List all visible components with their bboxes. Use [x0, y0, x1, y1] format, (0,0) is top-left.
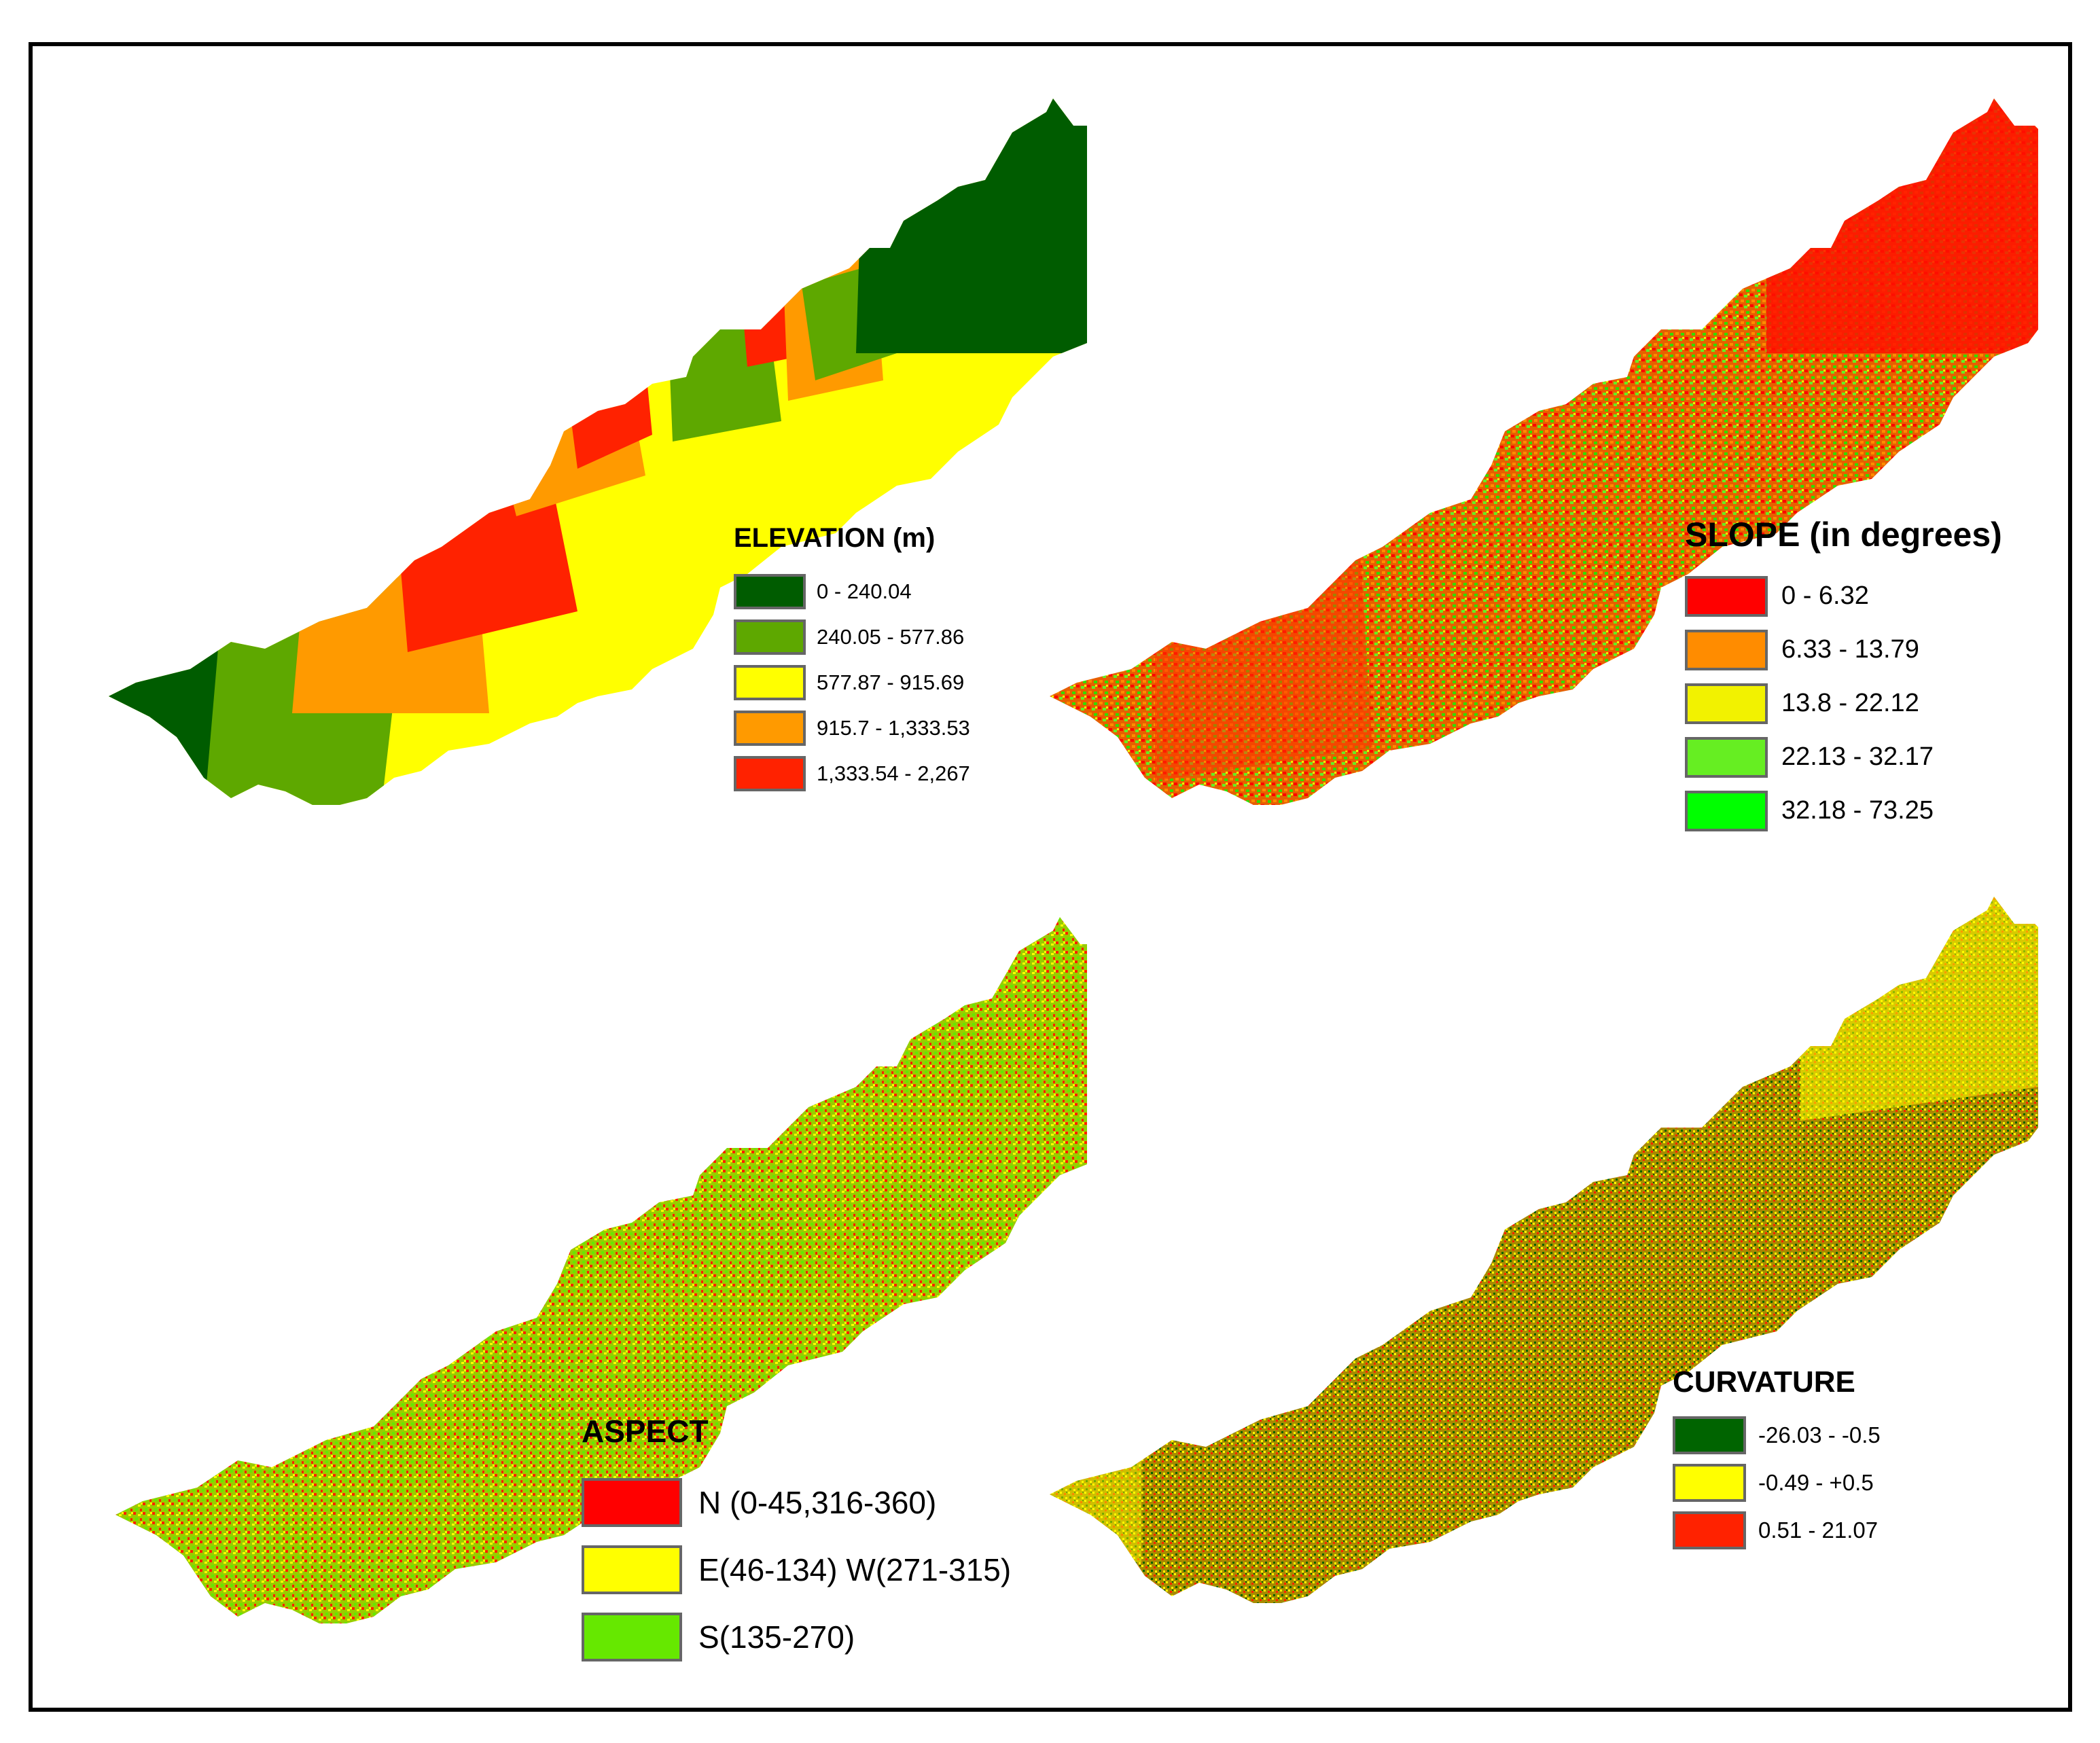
legend-label: 0.51 - 21.07	[1758, 1517, 1879, 1543]
elevation-legend: ELEVATION (m) 0 - 240.04 240.05 - 577.86…	[734, 523, 970, 796]
legend-label: 0 - 240.04	[817, 579, 912, 603]
figure-frame	[29, 42, 2072, 1712]
legend-item: 22.13 - 32.17	[1685, 730, 2002, 784]
legend-label: 22.13 - 32.17	[1781, 742, 1934, 771]
legend-swatch	[582, 1612, 682, 1661]
legend-label: 1,333.54 - 2,267	[817, 761, 970, 785]
legend-label: S(135-270)	[698, 1619, 855, 1655]
legend-swatch	[734, 573, 806, 609]
elevation-legend-title: ELEVATION (m)	[734, 523, 936, 553]
legend-item: 240.05 - 577.86	[734, 614, 970, 660]
legend-label: -26.03 - -0.5	[1758, 1422, 1881, 1448]
legend-item: E(46-134) W(271-315)	[582, 1536, 1011, 1603]
legend-item: -0.49 - +0.5	[1673, 1459, 1881, 1507]
curvature-map	[1050, 897, 2038, 1603]
legend-swatch	[1685, 629, 1768, 670]
legend-item: 0.51 - 21.07	[1673, 1507, 1881, 1554]
legend-item: -26.03 - -0.5	[1673, 1412, 1881, 1459]
aspect-legend: ASPECT N (0-45,316-360) E(46-134) W(271-…	[582, 1413, 1011, 1670]
slope-legend: SLOPE (in degrees) 0 - 6.32 6.33 - 13.79…	[1685, 515, 2002, 838]
legend-swatch	[582, 1477, 682, 1527]
aspect-legend-title: ASPECT	[582, 1414, 709, 1449]
legend-item: 1,333.54 - 2,267	[734, 751, 970, 796]
curvature-legend: CURVATURE -26.03 - -0.5 -0.49 - +0.5 0.5…	[1673, 1365, 1881, 1554]
legend-label: 577.87 - 915.69	[817, 670, 965, 694]
legend-item: 0 - 6.32	[1685, 569, 2002, 623]
legend-label: 32.18 - 73.25	[1781, 796, 1934, 825]
legend-label: 6.33 - 13.79	[1781, 635, 1919, 664]
legend-swatch	[1685, 683, 1768, 724]
legend-swatch	[1673, 1511, 1746, 1549]
legend-swatch	[734, 619, 806, 655]
legend-swatch	[734, 755, 806, 791]
legend-swatch	[734, 664, 806, 700]
legend-label: 0 - 6.32	[1781, 581, 1869, 610]
legend-label: 240.05 - 577.86	[817, 624, 965, 649]
legend-item: 6.33 - 13.79	[1685, 623, 2002, 677]
legend-swatch	[1685, 575, 1768, 617]
legend-item: 577.87 - 915.69	[734, 660, 970, 705]
legend-label: E(46-134) W(271-315)	[698, 1551, 1012, 1587]
legend-label: 13.8 - 22.12	[1781, 689, 1919, 717]
legend-item: S(135-270)	[582, 1603, 1011, 1670]
legend-swatch	[1673, 1464, 1746, 1502]
legend-item: 915.7 - 1,333.53	[734, 705, 970, 751]
legend-swatch	[582, 1545, 682, 1594]
curvature-legend-title: CURVATURE	[1673, 1365, 1855, 1399]
legend-label: 915.7 - 1,333.53	[817, 715, 970, 740]
slope-legend-title: SLOPE (in degrees)	[1685, 516, 2002, 554]
legend-label: N (0-45,316-360)	[698, 1484, 937, 1520]
legend-swatch	[734, 710, 806, 746]
legend-swatch	[1685, 736, 1768, 778]
legend-item: 32.18 - 73.25	[1685, 784, 2002, 838]
legend-item: 0 - 240.04	[734, 569, 970, 614]
legend-swatch	[1673, 1416, 1746, 1454]
legend-swatch	[1685, 790, 1768, 831]
legend-item: 13.8 - 22.12	[1685, 677, 2002, 730]
legend-item: N (0-45,316-360)	[582, 1469, 1011, 1536]
legend-label: -0.49 - +0.5	[1758, 1470, 1874, 1495]
